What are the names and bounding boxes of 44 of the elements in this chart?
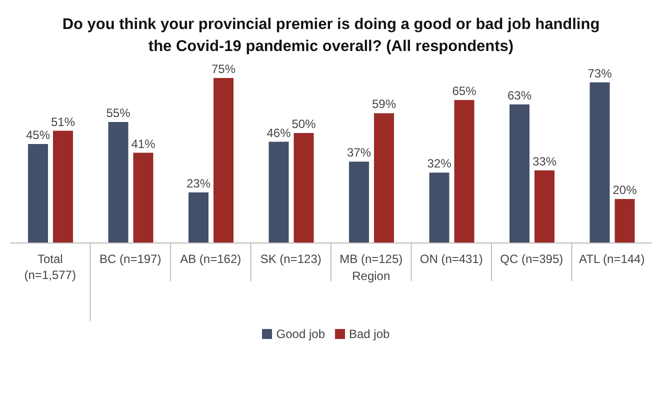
bar [108,122,128,243]
bar [349,162,369,243]
x-tick-label: SK (n=123) [260,252,322,266]
data-label: 20% [612,183,638,197]
data-label: 23% [186,176,211,190]
bar [510,104,530,243]
data-label: 73% [588,66,612,80]
data-label: 75% [211,62,236,76]
data-label: 37% [346,146,372,160]
data-label: 45% [26,128,50,142]
bar [188,192,208,243]
bar [28,144,48,243]
bar [534,170,554,243]
data-label: 50% [292,117,316,131]
data-label: 63% [507,88,532,102]
data-label: 65% [452,84,477,98]
x-tick-label: Total (n=1,577) [24,252,76,282]
legend-label: Good job [276,327,325,341]
data-label: 55% [106,106,131,120]
data-label: 51% [50,114,76,129]
text: Region [351,269,392,283]
bar [133,152,154,243]
data-label: 59% [372,97,396,112]
x-tick-label: ON (n=431) [420,252,483,266]
chart-title: Do you think your provincial premier is doing a good or bad job handling the Covid-19 pandemic overall? (All respondents) [61,15,601,57]
bar [214,78,234,243]
bar [53,130,73,243]
x-tick-label: AB (n=162) [180,252,242,266]
data-label: 33% [532,154,557,168]
bar [294,133,314,243]
x-tick-label: QC (n=395) [500,252,564,266]
x-tick-label: ATL (n=144) [579,252,645,266]
bar [614,199,635,243]
bar [374,113,394,243]
legend-label: Bad job [349,327,390,341]
bar [429,172,450,243]
data-label: 46% [266,126,292,140]
data-label: 32% [427,156,452,171]
data-label: 41% [131,136,156,151]
bar [454,100,474,243]
bar [590,82,610,243]
x-tick-label: MB (n=125) [340,252,403,266]
x-tick-label: BC (n=197) [100,252,162,266]
bar [268,142,289,243]
